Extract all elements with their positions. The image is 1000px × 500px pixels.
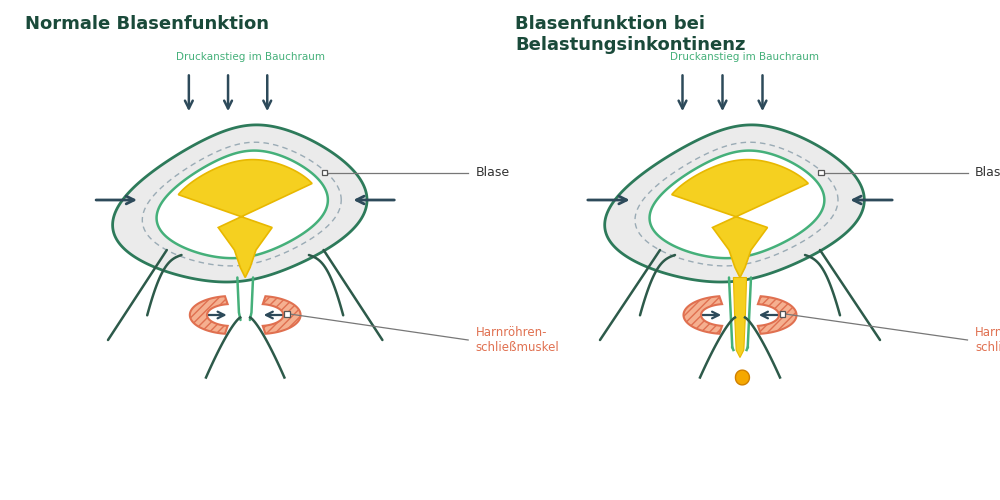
Text: Druckanstieg im Bauchraum: Druckanstieg im Bauchraum [670,52,820,62]
FancyBboxPatch shape [322,170,327,175]
Text: Blase: Blase [975,166,1000,179]
Text: Blasenfunktion bei
Belastungsinkontinenz: Blasenfunktion bei Belastungsinkontinenz [515,15,746,54]
Polygon shape [263,296,301,334]
Text: Harnröhren-
schließmuskel: Harnröhren- schließmuskel [476,326,559,354]
FancyBboxPatch shape [818,170,824,175]
Polygon shape [650,150,824,258]
Polygon shape [157,150,328,258]
Polygon shape [605,125,864,282]
Polygon shape [672,160,808,278]
Text: Normale Blasenfunktion: Normale Blasenfunktion [25,15,269,33]
FancyBboxPatch shape [284,311,290,317]
Text: Blase: Blase [476,166,510,179]
Polygon shape [735,370,749,385]
Polygon shape [733,278,747,357]
Polygon shape [758,296,796,334]
Polygon shape [178,160,312,278]
Polygon shape [684,296,722,334]
Text: Druckanstieg im Bauchraum: Druckanstieg im Bauchraum [176,52,325,62]
FancyBboxPatch shape [780,311,785,317]
Polygon shape [190,296,228,334]
Polygon shape [113,125,367,282]
Text: Harnröhren-
schließmuskel: Harnröhren- schließmuskel [975,326,1000,354]
